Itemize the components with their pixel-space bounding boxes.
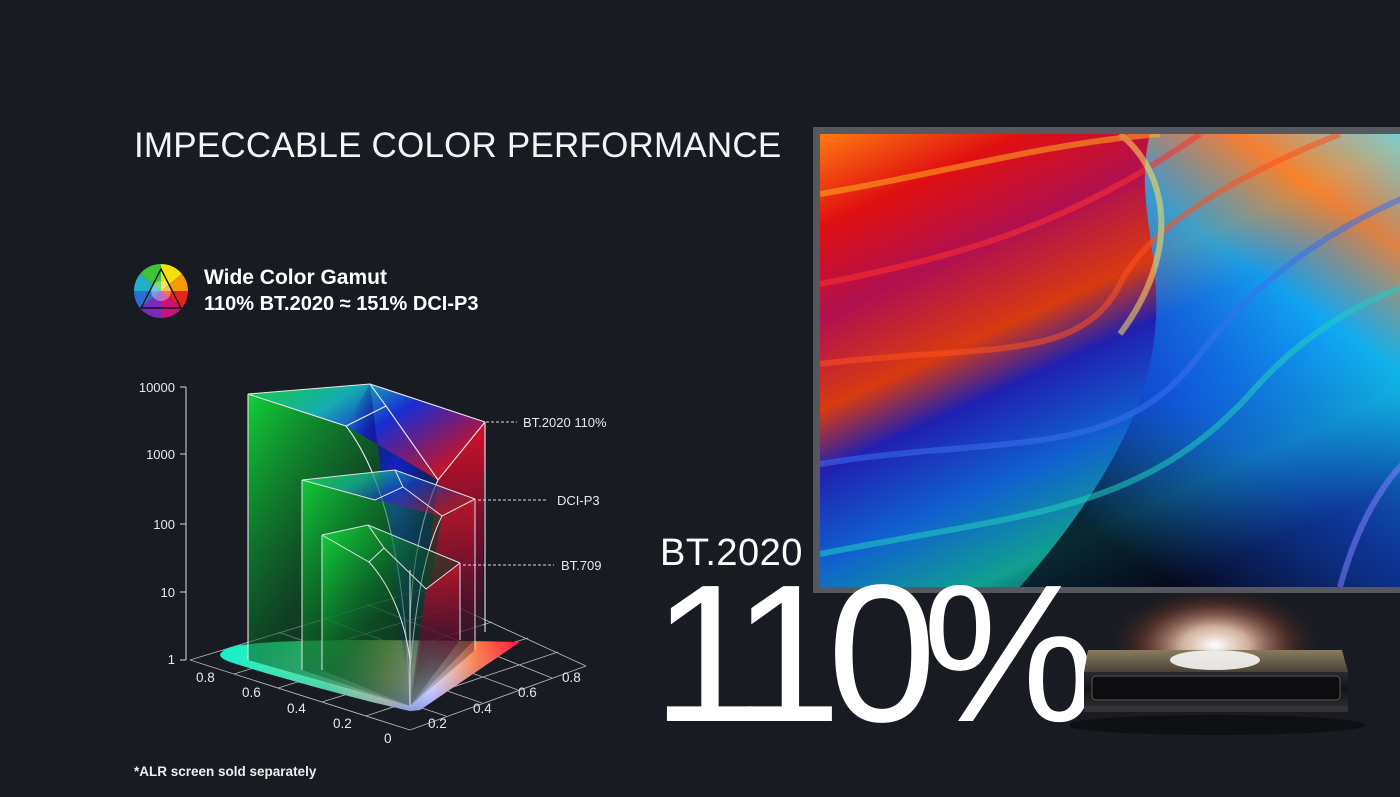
feature-subtitle: 110% BT.2020 ≈ 151% DCI-P3 <box>204 293 479 315</box>
abstract-wave-image <box>820 134 1400 587</box>
y-tick: 0.2 <box>428 716 447 731</box>
y-tick: 0.8 <box>562 670 581 685</box>
x-tick: 0.6 <box>242 685 261 700</box>
z-tick: 10000 <box>139 380 175 395</box>
z-tick: 1000 <box>146 447 175 462</box>
legend-dci-p3: DCI-P3 <box>557 493 600 508</box>
legend-bt709: BT.709 <box>561 558 601 573</box>
z-tick: 10 <box>161 585 175 600</box>
laser-projector-image <box>1070 590 1366 735</box>
hero-percentage: 110% <box>652 544 1097 763</box>
y-tick: 0.6 <box>518 685 537 700</box>
z-tick: 1 <box>168 652 175 667</box>
y-tick: 0.4 <box>473 701 492 716</box>
tv-display <box>813 127 1400 593</box>
legend-bt2020: BT.2020 110% <box>523 415 607 430</box>
hero-standard-label: BT.2020 <box>660 532 803 574</box>
x-tick: 0.4 <box>287 701 306 716</box>
gamut-volume-chart: 10000 1000 100 10 1 <box>139 380 607 746</box>
z-tick: 100 <box>153 517 175 532</box>
feature-title: Wide Color Gamut <box>204 266 387 289</box>
footnote: *ALR screen sold separately <box>134 764 317 779</box>
x-tick: 0 <box>384 731 392 746</box>
color-wheel-triangle-icon <box>134 264 188 318</box>
page-title: IMPECCABLE COLOR PERFORMANCE <box>134 126 782 165</box>
x-tick: 0.8 <box>196 670 215 685</box>
x-tick: 0.2 <box>333 716 352 731</box>
